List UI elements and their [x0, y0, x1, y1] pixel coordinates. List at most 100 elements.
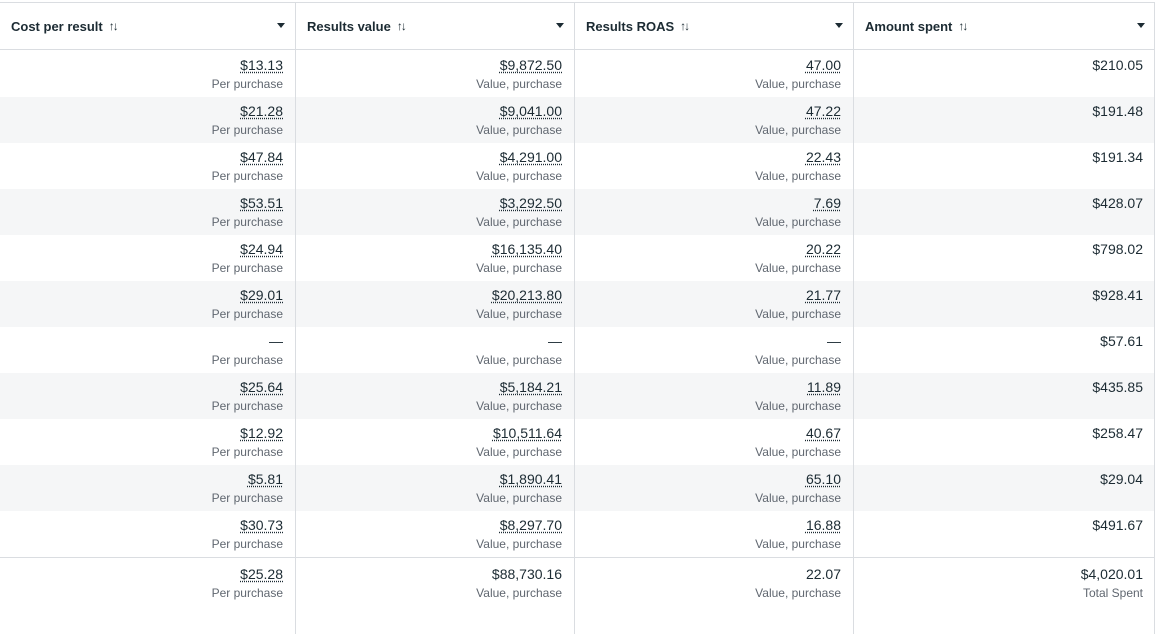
cost-per-result-cell: $47.84 Per purchase: [0, 143, 295, 189]
results-value-value[interactable]: $5,184.21: [499, 379, 562, 395]
results-roas-value: —: [827, 333, 841, 349]
column-divider[interactable]: [295, 2, 296, 634]
results-value-value[interactable]: $8,297.70: [499, 517, 562, 533]
results-value-value[interactable]: $20,213.80: [491, 287, 562, 303]
summary-spent-label: Total Spent: [1082, 586, 1143, 600]
results-roas-value[interactable]: 20.22: [805, 241, 841, 257]
caret-down-icon[interactable]: [835, 23, 843, 28]
table-row[interactable]: $21.28 Per purchase $9,041.00 Value, purcha…: [0, 97, 1155, 143]
sort-arrows-icon[interactable]: ↑↓: [680, 19, 690, 33]
cost-per-result-value[interactable]: $13.13: [240, 57, 283, 73]
results-value-value[interactable]: $3,292.50: [499, 195, 562, 211]
results-roas-cell: 21.77 Value, purchase: [575, 281, 853, 327]
cost-per-result-value[interactable]: $21.28: [240, 103, 283, 119]
table-row[interactable]: $47.84 Per purchase $4,291.00 Value, purcha…: [0, 143, 1155, 189]
results-value-value[interactable]: $10,511.64: [492, 425, 562, 441]
amount-spent-cell: $29.04: [854, 465, 1155, 511]
caret-down-icon[interactable]: [1137, 23, 1145, 28]
cost-per-result-value: —: [269, 333, 283, 349]
sort-arrows-icon[interactable]: ↑↓: [958, 19, 968, 33]
table-row[interactable]: — Per purchase — Value, purchase — Value, pur…: [0, 327, 1155, 373]
table-row[interactable]: $25.64 Per purchase $5,184.21 Value, purcha…: [0, 373, 1155, 419]
cost-per-result-label: Per purchase: [211, 123, 283, 137]
table-row[interactable]: $13.13 Per purchase $9,872.50 Value, purcha…: [0, 51, 1155, 97]
column-divider[interactable]: [853, 2, 854, 634]
cost-per-result-value[interactable]: $25.64: [240, 379, 283, 395]
results-value-value[interactable]: $9,872.50: [499, 57, 562, 73]
cost-per-result-cell: $13.13 Per purchase: [0, 51, 295, 97]
amount-spent-value: $258.47: [1092, 425, 1143, 441]
column-divider[interactable]: [574, 2, 575, 634]
cost-per-result-cell: $29.01 Per purchase: [0, 281, 295, 327]
results-roas-value[interactable]: 21.77: [805, 287, 841, 303]
amount-spent-value: $798.02: [1092, 241, 1143, 257]
results-roas-label: Value, purchase: [755, 215, 841, 229]
results-value-label: Value, purchase: [476, 399, 562, 413]
table-row[interactable]: $30.73 Per purchase $8,297.70 Value, purcha…: [0, 511, 1155, 557]
results-roas-value[interactable]: 47.22: [805, 103, 841, 119]
amount-spent-cell: $191.48: [854, 97, 1155, 143]
results-value-label: Value, purchase: [476, 169, 562, 183]
summary-value-cell: $88,730.16 Value, purchase: [296, 558, 574, 635]
column-header-results-roas[interactable]: Results ROAS ↑↓: [575, 2, 853, 50]
results-value-cell: — Value, purchase: [296, 327, 574, 373]
results-value-value[interactable]: $16,135.40: [491, 241, 562, 257]
results-value-value[interactable]: $1,890.41: [499, 471, 562, 487]
results-value-label: Value, purchase: [476, 445, 562, 459]
results-roas-value[interactable]: 11.89: [807, 379, 841, 395]
results-roas-cell: 47.00 Value, purchase: [575, 51, 853, 97]
cost-per-result-value[interactable]: $47.84: [240, 149, 283, 165]
caret-down-icon[interactable]: [556, 23, 564, 28]
results-roas-label: Value, purchase: [755, 353, 841, 367]
amount-spent-cell: $428.07: [854, 189, 1155, 235]
results-roas-cell: 22.43 Value, purchase: [575, 143, 853, 189]
summary-spent-cell: $4,020.01 Total Spent: [854, 558, 1155, 635]
cost-per-result-cell: $21.28 Per purchase: [0, 97, 295, 143]
table-row[interactable]: $12.92 Per purchase $10,511.64 Value, purch…: [0, 419, 1155, 465]
results-roas-value[interactable]: 22.43: [805, 149, 841, 165]
results-roas-cell: 47.22 Value, purchase: [575, 97, 853, 143]
cost-per-result-value[interactable]: $24.94: [240, 241, 283, 257]
results-roas-value[interactable]: 7.69: [813, 195, 841, 211]
cost-per-result-label: Per purchase: [211, 537, 283, 551]
cost-per-result-label: Per purchase: [211, 445, 283, 459]
cost-per-result-value[interactable]: $5.81: [247, 471, 283, 487]
cost-per-result-label: Per purchase: [211, 215, 283, 229]
results-roas-value[interactable]: 16.88: [805, 517, 841, 533]
table-row[interactable]: $53.51 Per purchase $3,292.50 Value, purcha…: [0, 189, 1155, 235]
table-row[interactable]: $5.81 Per purchase $1,890.41 Value, purchas…: [0, 465, 1155, 511]
sort-arrows-icon[interactable]: ↑↓: [108, 19, 119, 33]
results-roas-label: Value, purchase: [755, 491, 841, 505]
amount-spent-value: $57.61: [1100, 333, 1143, 349]
results-value-label: Value, purchase: [476, 307, 562, 321]
column-header-results-value[interactable]: Results value ↑↓: [296, 2, 574, 50]
results-roas-value[interactable]: 47.00: [805, 57, 841, 73]
cost-per-result-value[interactable]: $29.01: [240, 287, 283, 303]
cost-per-result-value[interactable]: $53.51: [240, 195, 283, 211]
results-roas-cell: 11.89 Value, purchase: [575, 373, 853, 419]
amount-spent-value: $191.34: [1092, 149, 1143, 165]
cost-per-result-cell: $53.51 Per purchase: [0, 189, 295, 235]
column-header-cost-per-result[interactable]: Cost per result ↑↓: [0, 2, 295, 50]
results-value-label: Value, purchase: [476, 537, 562, 551]
caret-down-icon[interactable]: [277, 23, 285, 28]
results-value-value[interactable]: $9,041.00: [499, 103, 562, 119]
amount-spent-value: $928.41: [1092, 287, 1143, 303]
table-row[interactable]: $24.94 Per purchase $16,135.40 Value, purch…: [0, 235, 1155, 281]
results-roas-cell: — Value, purchase: [575, 327, 853, 373]
sort-arrows-icon[interactable]: ↑↓: [396, 19, 407, 33]
amount-spent-value: $191.48: [1092, 103, 1143, 119]
results-value-label: Value, purchase: [476, 261, 562, 275]
table-row[interactable]: $29.01 Per purchase $20,213.80 Value, purch…: [0, 281, 1155, 327]
cost-per-result-value[interactable]: $30.73: [240, 517, 283, 533]
cost-per-result-cell: $5.81 Per purchase: [0, 465, 295, 511]
cost-per-result-value[interactable]: $12.92: [240, 425, 283, 441]
summary-cost-value[interactable]: $25.28: [240, 566, 283, 582]
cost-per-result-cell: $12.92 Per purchase: [0, 419, 295, 465]
results-roas-value[interactable]: 65.10: [805, 471, 841, 487]
results-roas-value[interactable]: 40.67: [805, 425, 841, 441]
amount-spent-value: $29.04: [1100, 471, 1143, 487]
results-value-value[interactable]: $4,291.00: [499, 149, 562, 165]
column-header-amount-spent[interactable]: Amount spent ↑↓: [854, 2, 1155, 50]
